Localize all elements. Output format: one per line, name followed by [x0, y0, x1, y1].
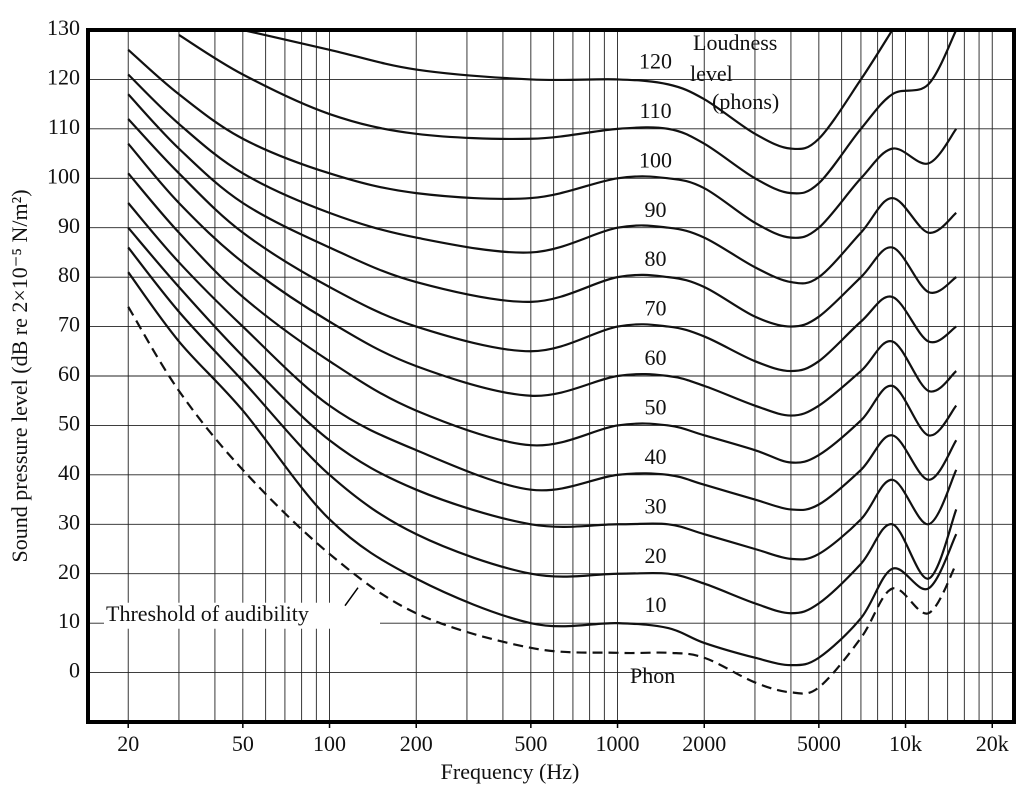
label-backdrop: [633, 298, 678, 323]
curve-label: 120: [639, 48, 672, 73]
label-backdrop: [633, 51, 678, 76]
x-tick-label: 10k: [889, 731, 922, 756]
curve-label: 90: [645, 197, 667, 222]
y-tick-label: 50: [58, 410, 80, 435]
y-tick-label: 110: [48, 114, 80, 139]
y-tick-label: 130: [47, 15, 80, 40]
annotation: Loudness: [693, 30, 777, 55]
label-backdrop: [633, 100, 678, 125]
x-tick-label: 50: [232, 731, 254, 756]
x-tick-label: 1000: [596, 731, 640, 756]
loudness-curve: [127, 172, 958, 464]
y-tick-label: 30: [58, 509, 80, 534]
y-tick-label: 90: [58, 213, 80, 238]
loudness-curve: [127, 118, 957, 373]
label-backdrop: [633, 595, 678, 620]
label-backdrop: [633, 199, 678, 224]
annotation: Phon: [630, 663, 675, 688]
loudness-curve: [127, 246, 958, 615]
y-tick-label: 0: [69, 658, 80, 683]
label-backdrop: [633, 446, 678, 471]
curve-label: 100: [639, 147, 672, 172]
y-tick-label: 10: [58, 608, 80, 633]
curve-label: 70: [645, 296, 667, 321]
y-tick-label: 40: [58, 460, 80, 485]
x-tick-label: 100: [313, 731, 346, 756]
loudness-curve: [127, 226, 958, 561]
curve-label: 110: [639, 98, 671, 123]
curve-label: Threshold of audibility: [106, 601, 309, 626]
curve-label: 60: [645, 345, 667, 370]
annotation: level: [690, 61, 733, 86]
label-backdrop: [633, 545, 678, 570]
annotation: (phons): [712, 89, 779, 114]
loudness-curve: [127, 73, 957, 285]
label-backdrop: [633, 249, 678, 274]
loudness-curve: [127, 142, 958, 417]
y-tick-label: 80: [58, 262, 80, 287]
label-arrow: [344, 587, 359, 607]
loudness-curve: [127, 48, 958, 239]
x-tick-label: 5000: [797, 731, 841, 756]
loudness-curve: [242, 28, 894, 151]
x-tick-label: 20: [117, 731, 139, 756]
y-tick-label: 100: [47, 163, 80, 188]
curves: [127, 28, 958, 695]
label-backdrop: [104, 602, 380, 629]
curve-label: 10: [645, 592, 667, 617]
x-tick-label: 200: [400, 731, 433, 756]
y-tick-label: 120: [47, 64, 80, 89]
threshold-curve: [127, 306, 958, 695]
loudness-curve: [127, 93, 957, 328]
x-tick-label: 20k: [976, 731, 1009, 756]
curve-label: 40: [645, 444, 667, 469]
plot-frame: [86, 28, 1016, 724]
x-tick-label: 500: [514, 731, 547, 756]
x-tick-label: 2000: [682, 731, 726, 756]
label-backdrop: [633, 150, 678, 175]
curve-label: 30: [645, 493, 667, 518]
loudness-curve: [178, 29, 958, 195]
curve-label: 80: [645, 246, 667, 271]
label-backdrop: [633, 397, 678, 422]
y-tick-label: 70: [58, 312, 80, 337]
y-axis-label: Sound pressure level (dB re 2×10⁻⁵ N/m²): [7, 189, 32, 562]
loudness-curve: [127, 202, 958, 512]
y-tick-label: 20: [58, 559, 80, 584]
loudness-curve: [127, 271, 958, 667]
label-backdrop: [633, 496, 678, 521]
curve-label: 50: [645, 394, 667, 419]
x-axis-label: Frequency (Hz): [441, 759, 580, 784]
y-tick-label: 60: [58, 361, 80, 386]
label-backdrop: [633, 348, 678, 372]
curve-label: 20: [645, 543, 667, 568]
